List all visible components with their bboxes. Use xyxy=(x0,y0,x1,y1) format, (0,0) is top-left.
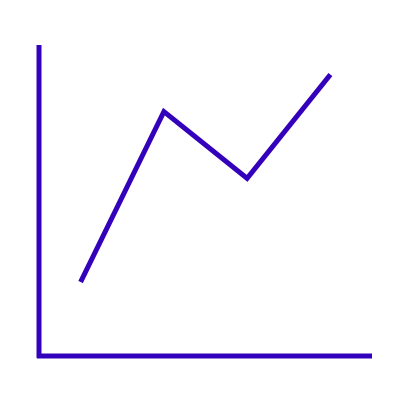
series-line-1 xyxy=(78,73,333,284)
series-group xyxy=(78,73,333,284)
